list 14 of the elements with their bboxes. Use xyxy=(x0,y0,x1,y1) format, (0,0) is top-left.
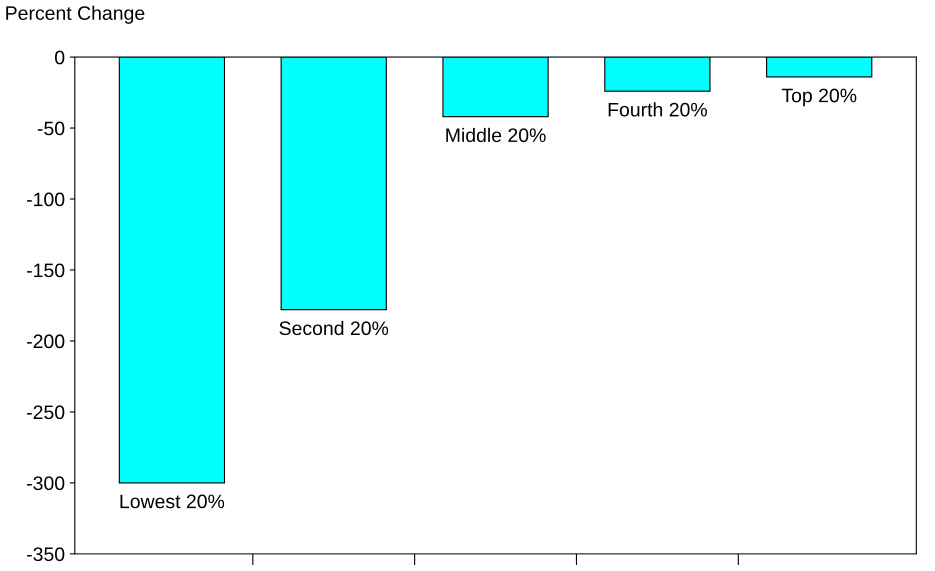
y-tick-label: -350 xyxy=(27,547,64,562)
y-tick-label: -200 xyxy=(27,334,64,348)
y-tick-label: -300 xyxy=(27,476,64,490)
y-axis-title: Percent Change xyxy=(6,6,144,24)
x-tick-label: Lowest 20% xyxy=(120,494,224,508)
y-tick-label: -50 xyxy=(38,122,64,136)
y-tick-label: -100 xyxy=(27,192,64,206)
x-tick-label: Second 20% xyxy=(279,320,388,336)
y-tick-label: -250 xyxy=(27,405,64,420)
x-tick-label: Middle 20% xyxy=(446,128,546,142)
y-tick-label: 0 xyxy=(55,50,64,64)
y-tick-label: -150 xyxy=(27,263,64,278)
x-tick-label: Top 20% xyxy=(782,88,856,106)
x-tick-label: Fourth 20% xyxy=(608,102,707,117)
